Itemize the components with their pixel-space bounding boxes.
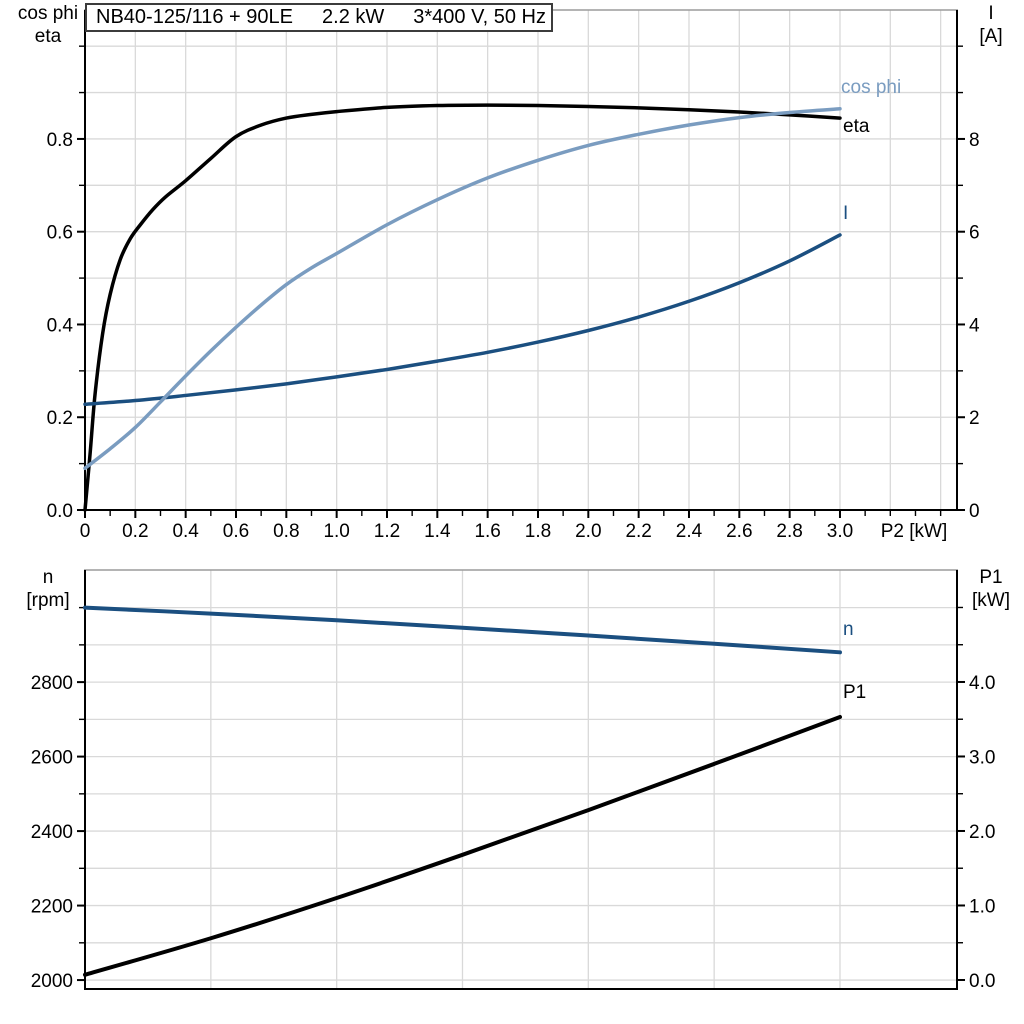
- x-tick-label: 1.2: [374, 521, 400, 542]
- x-tick-label: 0.8: [273, 521, 299, 542]
- y-right-tick-label: 3.0: [969, 747, 995, 768]
- y-right-tick-label: 6: [969, 223, 980, 244]
- x-tick-label: 1.4: [424, 521, 451, 542]
- chart-title-box: NB40-125/116 + 90LE 2.2 kW 3*400 V, 50 H…: [85, 3, 553, 32]
- top-right-axis-title: I [A]: [961, 2, 1021, 48]
- axis-title-speed: n: [42, 567, 54, 588]
- axis-title-speed-unit: [rpm]: [26, 590, 70, 611]
- curve-p1: [83, 714, 842, 977]
- axis-title-current-unit: [A]: [979, 26, 1003, 47]
- x-tick-label: 1.8: [525, 521, 551, 542]
- y-left-tick-label: 0.0: [47, 501, 73, 522]
- curve-eta: [83, 103, 842, 512]
- top-left-axis-title: cos phi eta: [8, 2, 88, 48]
- curve-label-speed: n: [843, 619, 854, 640]
- x-axis-title: P2 [kW]: [880, 521, 948, 542]
- y-right-tick-label: 2.0: [969, 822, 995, 843]
- x-tick-label: 1.0: [323, 521, 349, 542]
- axis-title-cos-phi: cos phi: [17, 3, 79, 24]
- bottom-right-axis-title: P1 [kW]: [961, 566, 1021, 612]
- y-right-tick-label: 4: [969, 315, 980, 336]
- axis-title-p1-unit: [kW]: [972, 590, 1010, 611]
- y-left-tick-label: 2800: [31, 673, 73, 694]
- bottom-left-axis-title: n [rpm]: [8, 566, 88, 612]
- y-left-tick-label: 0.4: [47, 315, 74, 336]
- y-right-tick-label: 8: [969, 130, 980, 151]
- y-right-tick-label: 0: [969, 501, 980, 522]
- x-tick-label: 3.0: [827, 521, 853, 542]
- curve-label-cos-phi: cos phi: [841, 77, 902, 98]
- y-left-tick-label: 0.6: [47, 223, 73, 244]
- x-tick-label: 2.8: [776, 521, 802, 542]
- axis-title-eta: eta: [34, 26, 62, 47]
- x-tick-label: 0.6: [223, 521, 249, 542]
- y-right-tick-label: 4.0: [969, 673, 995, 694]
- x-tick-label: 0: [80, 521, 91, 542]
- y-right-tick-label: 2: [969, 408, 980, 429]
- x-tick-label: 2.4: [676, 521, 703, 542]
- x-tick-label: 2.6: [726, 521, 752, 542]
- title-supply: 3*400 V, 50 Hz: [413, 6, 546, 28]
- y-left-tick-label: 0.8: [47, 130, 73, 151]
- x-tick-label: 0.2: [122, 521, 148, 542]
- curve-label-p1: P1: [843, 682, 867, 703]
- x-tick-label: 1.6: [474, 521, 500, 542]
- x-tick-label: 2.2: [625, 521, 651, 542]
- y-left-tick-label: 0.2: [47, 408, 73, 429]
- curve-label-eta: eta: [843, 116, 870, 137]
- y-right-tick-label: 0.0: [969, 971, 995, 992]
- curve-n: [83, 605, 842, 655]
- curve-label-current: I: [843, 203, 849, 224]
- curve-i: [83, 233, 842, 406]
- title-power: 2.2 kW: [322, 6, 385, 28]
- y-left-tick-label: 2200: [31, 897, 73, 918]
- y-left-tick-label: 2000: [31, 971, 73, 992]
- y-left-tick-label: 2400: [31, 822, 73, 843]
- y-right-tick-label: 1.0: [969, 896, 995, 917]
- x-tick-label: 0.4: [172, 521, 199, 542]
- x-tick-label: 2.0: [575, 521, 601, 542]
- curve-cos-phi: [83, 107, 842, 471]
- title-model: NB40-125/116 + 90LE: [96, 6, 294, 28]
- y-left-tick-label: 2600: [31, 748, 73, 769]
- axis-title-current: I: [988, 3, 994, 24]
- axis-title-p1: P1: [979, 567, 1003, 588]
